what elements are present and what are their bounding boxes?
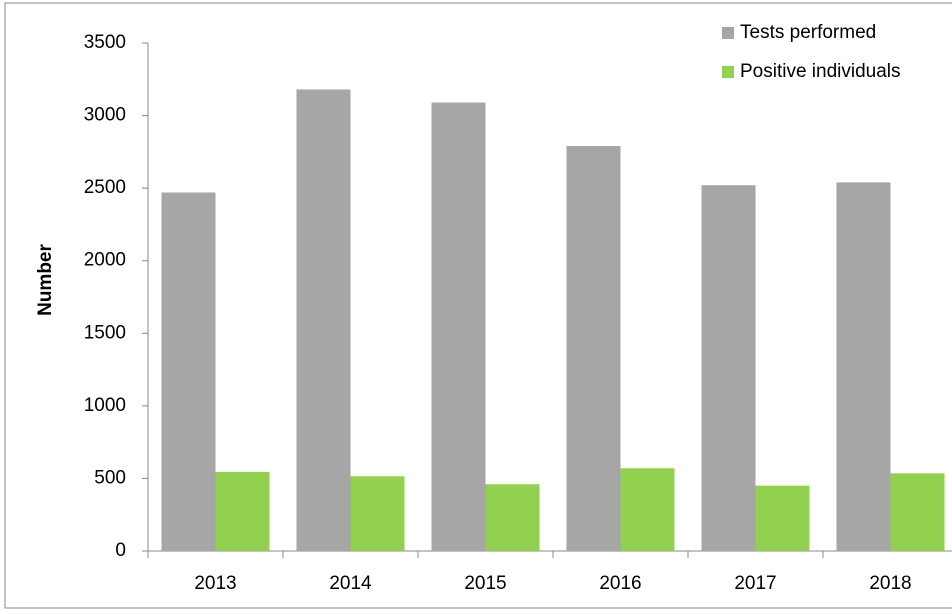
y-tick-label: 1500 (84, 322, 126, 343)
y-tick-label: 3000 (84, 105, 126, 126)
x-tick-label: 2016 (599, 573, 641, 594)
x-tick-label: 2017 (734, 573, 776, 594)
x-tick-label: 2015 (464, 573, 506, 594)
y-axis-label: Number (35, 244, 56, 316)
y-tick-label: 3500 (84, 32, 126, 53)
bar (215, 471, 270, 551)
bar (620, 468, 675, 551)
y-tick-label: 500 (94, 467, 126, 488)
bar (296, 89, 351, 552)
bar (485, 484, 540, 551)
bar (566, 146, 621, 551)
legend-label: Tests performed (740, 22, 876, 43)
bar (350, 476, 405, 551)
legend-label: Positive individuals (740, 61, 901, 82)
x-tick-label: 2014 (329, 573, 372, 594)
y-tick-label: 1000 (84, 395, 126, 416)
x-tick-label: 2018 (869, 573, 911, 594)
bar (890, 473, 945, 551)
bar (836, 182, 891, 551)
legend-swatch (722, 27, 734, 39)
legend-swatch (722, 66, 734, 78)
y-tick-label: 2000 (84, 250, 126, 271)
y-tick-label: 0 (115, 540, 126, 561)
y-tick-label: 2500 (84, 177, 126, 198)
bar (161, 192, 216, 552)
bar (701, 185, 756, 552)
bar (755, 485, 810, 551)
x-tick-label: 2013 (194, 573, 236, 594)
bar (431, 102, 486, 551)
